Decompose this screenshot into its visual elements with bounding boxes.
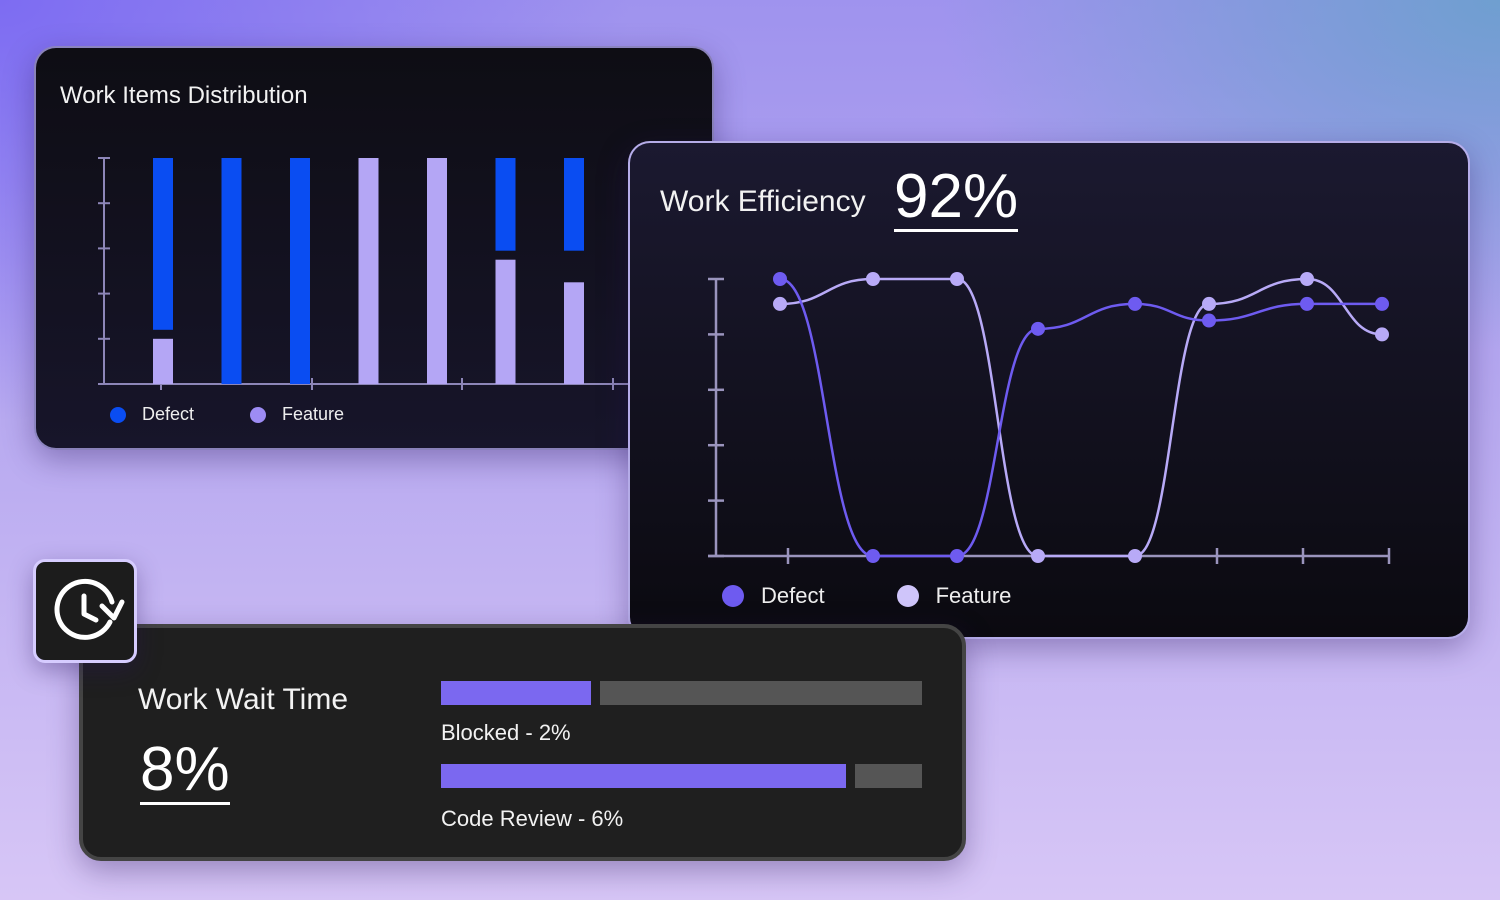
- work-items-legend: Defect Feature: [110, 404, 400, 425]
- point-defect: [1300, 296, 1314, 311]
- blocked-label: Blocked - 2%: [441, 720, 571, 745]
- work-efficiency-line-chart: [708, 272, 1391, 564]
- work-items-distribution-card: Work Items Distribution Defect Feature: [34, 46, 714, 450]
- point-feature: [950, 272, 964, 286]
- point-feature: [1202, 296, 1216, 311]
- work-wait-value: 8%: [140, 735, 230, 805]
- point-feature: [866, 272, 880, 286]
- point-feature: [1031, 549, 1045, 563]
- point-defect: [1128, 296, 1142, 311]
- work-wait-time-card: Work Wait Time 8% Blocked - 2% Code Revi…: [79, 624, 966, 861]
- bar-defect: [290, 158, 310, 384]
- bar-feature: [358, 158, 379, 384]
- clock-tile[interactable]: [33, 559, 137, 663]
- bar-feature: [153, 338, 173, 384]
- legend-item-defect[interactable]: Defect: [722, 583, 825, 609]
- point-defect: [1031, 321, 1045, 336]
- work-wait-title: Work Wait Time: [138, 683, 349, 716]
- bar-defect: [221, 158, 242, 384]
- bar-feature: [564, 282, 584, 384]
- point-defect: [1202, 313, 1216, 328]
- feature-dot-icon: [250, 406, 267, 423]
- legend-label-feature: Feature: [935, 583, 1012, 608]
- clock-refresh-icon: [54, 578, 125, 640]
- bar-defect: [153, 158, 173, 330]
- code-review-bar-fill: [441, 764, 846, 788]
- point-feature: [1375, 327, 1389, 342]
- point-defect: [773, 272, 787, 286]
- bar-defect: [495, 158, 516, 251]
- line-feature: [779, 277, 1383, 558]
- point-defect: [866, 549, 880, 563]
- legend-item-feature[interactable]: Feature: [896, 583, 1012, 609]
- point-defect: [1375, 296, 1389, 311]
- work-efficiency-legend: Defect Feature: [722, 583, 1083, 609]
- defect-dot-icon: [722, 585, 744, 607]
- work-efficiency-card: Work Efficiency 92% Defect Feature: [628, 141, 1470, 639]
- line-defect: [779, 277, 1382, 558]
- bar-feature: [427, 158, 447, 384]
- bar-feature: [495, 259, 516, 384]
- work-items-title: Work Items Distribution: [60, 82, 308, 109]
- code-review-progress-bar: [441, 764, 922, 788]
- work-efficiency-value: 92%: [894, 162, 1019, 232]
- work-efficiency-title: Work Efficiency: [660, 185, 866, 218]
- feature-dot-icon: [896, 585, 919, 607]
- blocked-bar-fill: [441, 681, 591, 705]
- point-feature: [773, 296, 787, 311]
- point-defect: [950, 549, 964, 563]
- legend-label-feature: Feature: [282, 404, 345, 424]
- legend-label-defect: Defect: [142, 404, 195, 424]
- legend-item-feature[interactable]: Feature: [250, 404, 344, 425]
- work-items-bar-chart: [98, 157, 712, 390]
- code-review-bar-track: [855, 764, 922, 788]
- point-feature: [1300, 272, 1314, 286]
- blocked-bar-track: [600, 681, 922, 705]
- legend-label-defect: Defect: [761, 583, 825, 608]
- bar-defect: [564, 158, 584, 251]
- code-review-label: Code Review - 6%: [441, 806, 624, 831]
- legend-item-defect[interactable]: Defect: [110, 404, 194, 425]
- blocked-progress-bar: [441, 681, 922, 705]
- point-feature: [1128, 549, 1142, 563]
- defect-dot-icon: [110, 406, 126, 423]
